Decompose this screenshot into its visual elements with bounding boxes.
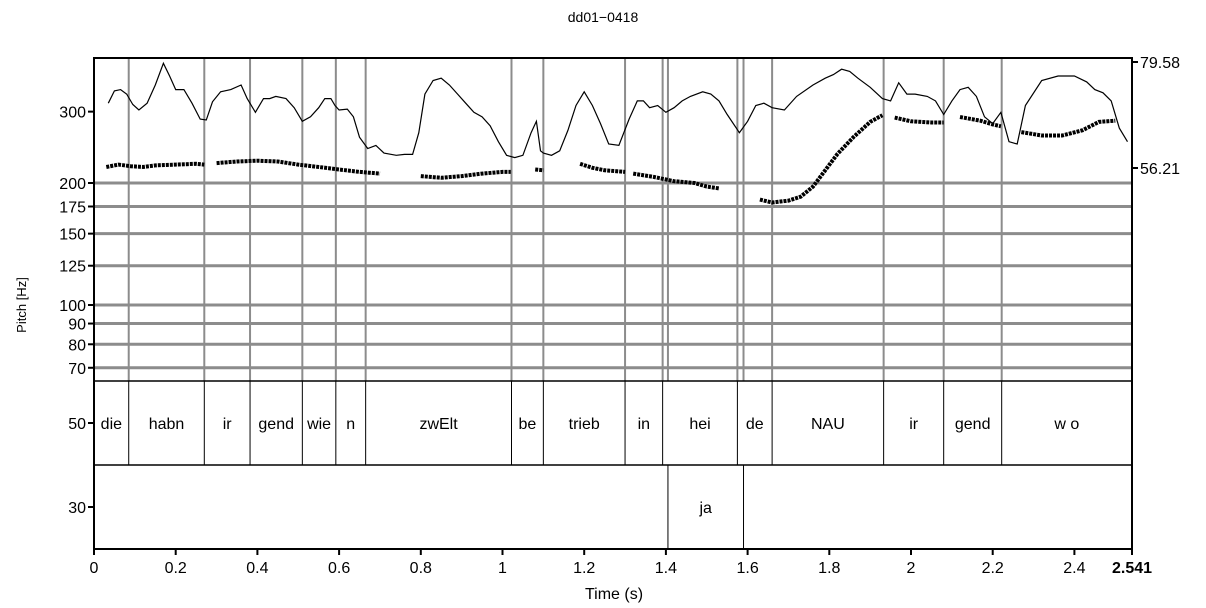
pitch-segment-1 (216, 158, 381, 176)
pitch-segment-8 (959, 115, 1002, 129)
tier0-label-7: be (519, 416, 537, 433)
x-axis-label: Time (s) (585, 586, 643, 603)
tier0-label-12: NAU (811, 416, 845, 433)
x-tick-label-1: 0.2 (165, 560, 187, 577)
x-tick-label-6: 1.2 (573, 560, 595, 577)
y-tick-label-150: 150 (59, 227, 86, 244)
y-tick-label-300: 300 (59, 105, 86, 122)
tier0-label-13: ir (909, 416, 919, 433)
pitch-segment-0 (105, 161, 205, 170)
tier0-label-4: wie (306, 416, 331, 433)
tier0-label-5: n (346, 416, 355, 433)
tier0-label-1: habn (149, 416, 185, 433)
intensity-line (107, 61, 1129, 159)
tier0-label-14: gend (955, 416, 991, 433)
y-tick-label-125: 125 (59, 259, 86, 276)
tier0-label-8: trieb (569, 416, 600, 433)
tier0-label-11: de (746, 416, 764, 433)
tier0-label-2: ir (223, 416, 233, 433)
y-tick-label-90: 90 (68, 317, 86, 334)
pitch-contour (105, 113, 1116, 205)
intensity-tick-label-0: 79.58 (1140, 55, 1180, 72)
x-tick-label-0: 0 (90, 560, 99, 577)
y-axis-label: Pitch [Hz] (14, 277, 29, 333)
tier0-label-15: w o (1053, 416, 1079, 433)
pitch-segment-7 (894, 115, 944, 125)
x-tick-label-9: 1.8 (818, 560, 840, 577)
annotation-tiers: die habn ir gend wie n zwElt be trieb in hei de NAU i… (94, 380, 1132, 549)
y-tick-label-70: 70 (68, 361, 86, 378)
y-tick-label-175: 175 (59, 200, 86, 217)
pitch-gridlines (94, 181, 1132, 370)
x-tick-label-11: 2.2 (982, 560, 1004, 577)
tier0-label-10: hei (689, 416, 710, 433)
word-boundary-lines (127, 58, 1003, 381)
tier0-label-6: zwElt (419, 416, 458, 433)
x-tick-label-10: 2 (907, 560, 916, 577)
x-tick-label-3: 0.6 (328, 560, 350, 577)
x-tick-label-8: 1.6 (736, 560, 758, 577)
x-tick-label-2: 0.4 (246, 560, 268, 577)
tier0-label-3: gend (258, 416, 294, 433)
pitch-segment-9 (1020, 118, 1116, 138)
x-tick-label-13: 2.541 (1112, 560, 1152, 577)
axes: 0 0.2 0.4 0.6 0.8 1 1.2 1.4 1.6 1.8 2 2.2 2.4 2.541 30… (59, 55, 1180, 577)
x-tick-label-7: 1.4 (655, 560, 677, 577)
x-tick-label-4: 0.8 (410, 560, 432, 577)
y-tick-label-100: 100 (59, 298, 86, 315)
tier1-label-1: ja (699, 500, 713, 517)
pitch-segment-6 (759, 113, 884, 205)
tier-row-label-0: 50 (68, 416, 86, 433)
y-tick-label-200: 200 (59, 176, 86, 193)
chart-title: dd01−0418 (568, 9, 639, 25)
tier0-label-0: die (101, 416, 122, 433)
intensity-curve (107, 61, 1129, 159)
pitch-segment-5 (632, 171, 720, 191)
plot-frame (93, 57, 1133, 550)
y-tick-label-80: 80 (68, 337, 86, 354)
tier-row-label-1: 30 (68, 500, 86, 517)
pitch-segment-2 (420, 169, 511, 180)
pitch-segment-4 (579, 161, 626, 174)
tier0-label-9: in (638, 416, 650, 433)
x-tick-label-5: 1 (498, 560, 507, 577)
pitch-segment-3 (535, 167, 544, 173)
intensity-tick-label-1: 56.21 (1140, 161, 1180, 178)
x-tick-label-12: 2.4 (1063, 560, 1085, 577)
